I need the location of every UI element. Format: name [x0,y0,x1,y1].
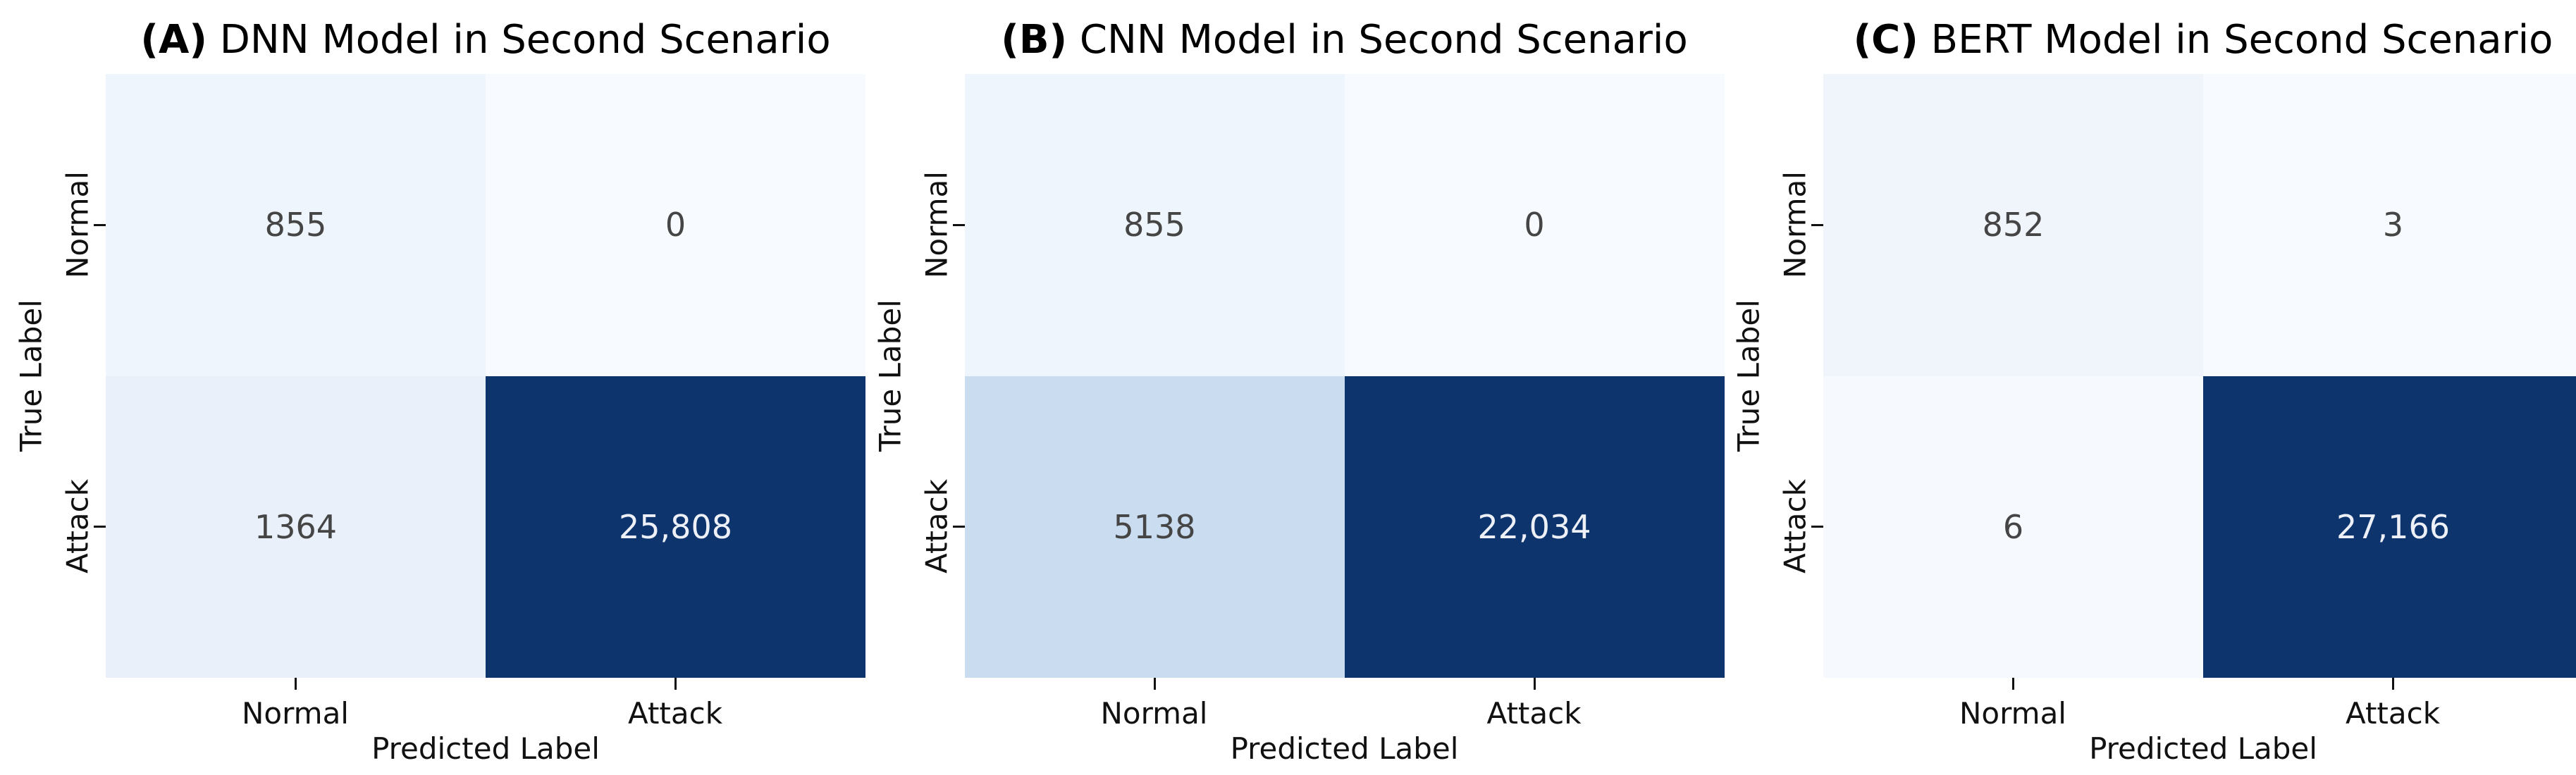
cell-true-normal-pred-normal-a: 855 [106,74,486,376]
y-tick-mark-b [952,224,965,226]
x-tick-label-normal-a: Normal [242,696,349,731]
x-tick-mark-b [1153,678,1156,690]
x-tick-label-normal-c: Normal [1959,696,2066,731]
y-axis-label-b: True Label [873,299,907,452]
y-axis-label-a: True Label [13,299,49,452]
x-tick-mark-c [2012,678,2014,690]
confusion-matrix-panel-a: (A) DNN Model in Second Scenario True La… [0,0,865,775]
heatmap-b: 855 0 5138 22,034 [964,74,1725,678]
chart-title-c-prefix: (C) [1853,17,1918,63]
x-axis-label-b: Predicted Label [1230,731,1459,766]
x-tick-mark-b [1533,678,1536,690]
cell-true-attack-pred-normal-a: 1364 [106,376,486,678]
y-tick-mark-a [94,526,106,528]
y-tick-label-normal-a: Normal [60,171,95,278]
chart-title-b-prefix: (B) [1001,17,1068,63]
cell-true-normal-pred-normal-b: 855 [964,74,1345,376]
chart-title-b: (B) CNN Model in Second Scenario [965,17,1725,63]
y-tick-label-attack-b: Attack [919,478,954,574]
cell-true-attack-pred-normal-c: 6 [1823,376,2203,678]
x-tick-label-attack-b: Attack [1486,696,1582,731]
x-tick-label-attack-a: Attack [627,696,723,731]
y-axis-label-c: True Label [1731,299,1766,452]
cell-true-attack-pred-attack-a: 25,808 [486,376,865,678]
x-tick-label-attack-c: Attack [2345,696,2441,731]
x-tick-mark-a [674,678,677,690]
cell-true-normal-pred-attack-a: 0 [486,74,865,376]
confusion-matrix-panel-c: (C) BERT Model in Second Scenario True L… [1718,0,2576,775]
cell-true-attack-pred-normal-b: 5138 [964,376,1345,678]
y-tick-mark-c [1811,526,1823,528]
x-tick-label-normal-b: Normal [1100,696,1208,731]
y-tick-label-normal-b: Normal [919,171,954,278]
y-tick-label-normal-c: Normal [1777,171,1813,278]
y-tick-label-attack-c: Attack [1777,478,1813,574]
y-tick-mark-c [1811,224,1823,226]
chart-title-a-prefix: (A) [140,17,207,63]
chart-title-b-text: CNN Model in Second Scenario [1067,17,1688,63]
x-tick-mark-a [295,678,297,690]
y-tick-label-attack-a: Attack [60,478,95,574]
cell-true-normal-pred-attack-b: 0 [1344,74,1725,376]
cell-true-attack-pred-attack-c: 27,166 [2203,376,2576,678]
x-axis-label-a: Predicted Label [371,731,600,766]
heatmap-c: 852 3 6 27,166 [1823,74,2576,678]
cell-true-normal-pred-attack-c: 3 [2203,74,2576,376]
confusion-matrix-panel-b: (B) CNN Model in Second Scenario True La… [859,0,1725,775]
chart-title-a-text: DNN Model in Second Scenario [207,17,831,63]
heatmap-a: 855 0 1364 25,808 [106,74,865,678]
cell-true-normal-pred-normal-c: 852 [1823,74,2203,376]
chart-title-c-text: BERT Model in Second Scenario [1918,17,2553,63]
chart-title-a: (A) DNN Model in Second Scenario [106,17,865,63]
cell-true-attack-pred-attack-b: 22,034 [1344,376,1725,678]
chart-title-c: (C) BERT Model in Second Scenario [1823,17,2576,63]
x-tick-mark-c [2392,678,2394,690]
y-tick-mark-a [94,224,106,226]
x-axis-label-c: Predicted Label [2089,731,2317,766]
y-tick-mark-b [952,526,965,528]
